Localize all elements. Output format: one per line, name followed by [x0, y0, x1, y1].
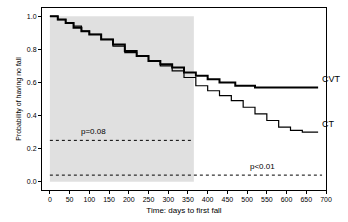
- svg-text:600: 600: [281, 196, 293, 203]
- svg-text:p=0.08: p=0.08: [81, 127, 106, 136]
- svg-text:0.8: 0.8: [27, 46, 37, 53]
- svg-text:250: 250: [143, 196, 155, 203]
- svg-text:0.4: 0.4: [27, 112, 37, 119]
- svg-text:150: 150: [103, 196, 115, 203]
- svg-text:650: 650: [300, 196, 312, 203]
- svg-text:100: 100: [83, 196, 95, 203]
- svg-text:0.2: 0.2: [27, 145, 37, 152]
- svg-text:Probability of having no fall: Probability of having no fall: [15, 57, 23, 141]
- svg-text:700: 700: [320, 196, 332, 203]
- svg-text:300: 300: [162, 196, 174, 203]
- svg-text:350: 350: [182, 196, 194, 203]
- svg-text:200: 200: [123, 196, 135, 203]
- svg-text:CVT: CVT: [322, 74, 341, 84]
- svg-text:400: 400: [202, 196, 214, 203]
- svg-text:p<0.01: p<0.01: [250, 162, 275, 171]
- svg-text:500: 500: [241, 196, 253, 203]
- svg-text:0.0: 0.0: [27, 178, 37, 185]
- svg-text:0.6: 0.6: [27, 79, 37, 86]
- svg-text:50: 50: [66, 196, 74, 203]
- svg-text:0: 0: [48, 196, 52, 203]
- svg-text:CT: CT: [322, 119, 334, 129]
- svg-text:1.0: 1.0: [27, 13, 37, 20]
- svg-text:Time: days to first fall: Time: days to first fall: [146, 206, 222, 215]
- svg-text:450: 450: [222, 196, 234, 203]
- svg-text:550: 550: [261, 196, 273, 203]
